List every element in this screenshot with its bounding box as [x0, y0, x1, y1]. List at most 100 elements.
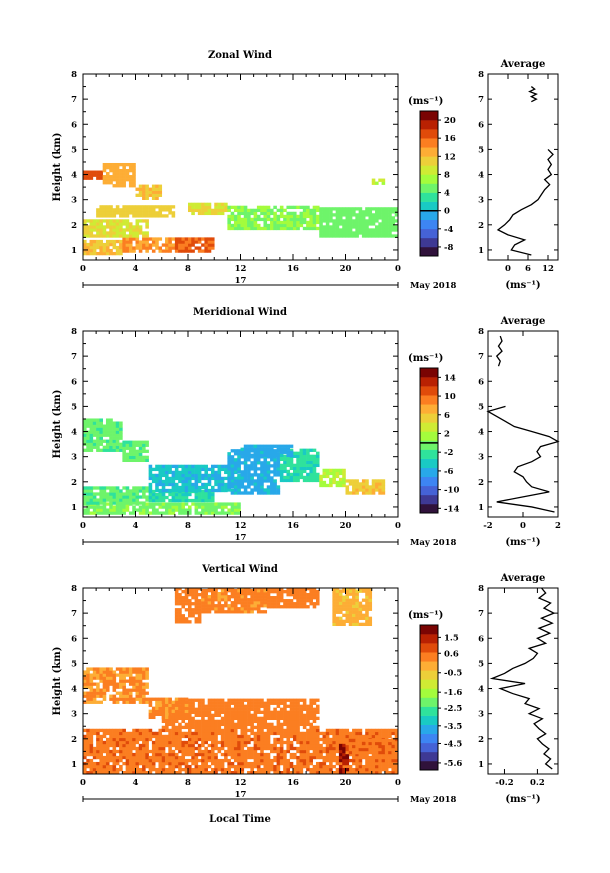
- vertical-wind-heatmap-cell: [86, 679, 90, 683]
- vertical-wind-heatmap-cell: [263, 716, 268, 721]
- vertical-wind-heatmap-cell: [230, 698, 235, 702]
- vertical-wind-heatmap-cell: [270, 701, 274, 705]
- meridional-wind-heatmap-cell: [214, 488, 218, 493]
- meridional-wind-heatmap-cell: [270, 479, 274, 483]
- vertical-wind-heatmap-cell: [309, 722, 313, 727]
- meridional-wind-heatmap-cell: [286, 444, 291, 448]
- vertical-wind-heatmap-cell: [348, 750, 353, 755]
- meridional-wind-heatmap-cell: [102, 498, 107, 502]
- vertical-wind-heatmap-cell: [89, 685, 94, 689]
- vertical-wind-heatmap-cell: [293, 707, 297, 711]
- vertical-wind-heatmap-cell: [174, 620, 179, 624]
- vertical-wind-heatmap-cell: [266, 605, 271, 609]
- vertical-wind-heatmap-cell: [188, 608, 192, 612]
- zonal-wind-heatmap-cell: [371, 219, 376, 223]
- vertical-wind-heatmap-cell: [227, 740, 231, 745]
- vertical-wind-heatmap-cell: [119, 767, 123, 772]
- vertical-wind-heatmap-cell: [142, 694, 146, 698]
- meridional-wind-heatmap-cell: [178, 488, 182, 493]
- zonal-wind-heatmap-cell: [191, 249, 195, 253]
- vertical-wind-heatmap-cell: [296, 722, 300, 727]
- meridional-wind-heatmap-cell: [201, 505, 205, 509]
- vertical-wind-heatmap-cell: [352, 595, 356, 599]
- vertical-wind-heatmap-cell: [266, 737, 271, 742]
- meridional-wind-heatmap-cell: [99, 486, 103, 490]
- meridional-wind-heatmap-cell: [309, 463, 313, 468]
- zonal-wind-heatmap-cell: [263, 211, 268, 216]
- vertical-wind-heatmap-cell: [283, 761, 287, 766]
- vertical-wind-heatmap-cell: [224, 743, 228, 748]
- vertical-wind-heatmap-cell: [191, 698, 195, 702]
- meridional-wind-heatmap-cell: [191, 473, 195, 478]
- vertical-wind-heatmap-cell: [230, 716, 235, 721]
- zonal-wind-average-y-tick-label: 5: [478, 145, 484, 155]
- zonal-wind-heatmap-cell: [142, 240, 146, 244]
- zonal-wind-heatmap-cell: [270, 220, 274, 225]
- meridional-wind-heatmap-cell: [329, 483, 333, 488]
- meridional-wind-heatmap-cell: [128, 511, 133, 515]
- zonal-wind-heatmap-cell: [293, 205, 297, 210]
- vertical-wind-heatmap-cell: [365, 592, 369, 596]
- meridional-wind-heatmap-cell: [115, 430, 120, 434]
- meridional-wind-heatmap-cell: [197, 492, 202, 497]
- meridional-wind-colorbar-tick-label: -14: [444, 504, 459, 514]
- vertical-wind-heatmap-cell: [338, 622, 343, 627]
- vertical-wind-heatmap-cell: [309, 737, 313, 742]
- vertical-wind-heatmap-cell: [361, 770, 366, 774]
- meridional-wind-heatmap-cell: [207, 482, 212, 487]
- vertical-wind-heatmap-cell: [230, 728, 235, 733]
- zonal-wind-heatmap-cell: [378, 178, 382, 182]
- vertical-wind-heatmap-cell: [96, 749, 100, 754]
- vertical-wind-heatmap-cell: [122, 731, 126, 736]
- vertical-wind-heatmap-cell: [391, 764, 396, 769]
- vertical-wind-heatmap-cell: [352, 607, 356, 611]
- zonal-wind-heatmap-cell: [145, 184, 149, 188]
- vertical-wind-heatmap-cell: [355, 622, 359, 627]
- vertical-wind-heatmap-cell: [233, 770, 238, 774]
- meridional-wind-heatmap-cell: [135, 455, 140, 459]
- vertical-wind-heatmap-cell: [358, 750, 363, 755]
- vertical-wind-heatmap-cell: [158, 770, 163, 774]
- meridional-wind-heatmap-cell: [227, 473, 231, 477]
- vertical-wind-heatmap-cell: [365, 740, 369, 745]
- meridional-wind-heatmap-cell: [283, 466, 287, 471]
- vertical-wind-heatmap-cell: [86, 667, 90, 671]
- meridional-wind-heatmap-cell: [276, 453, 281, 457]
- zonal-wind-heatmap-cell: [197, 240, 202, 244]
- vertical-wind-heatmap-cell: [361, 613, 366, 617]
- meridional-wind-heatmap-cell: [119, 492, 123, 496]
- vertical-wind-heatmap-cell: [89, 746, 94, 751]
- meridional-wind-heatmap-cell: [194, 473, 199, 478]
- meridional-wind-heatmap-cell: [230, 467, 235, 471]
- meridional-wind-heatmap-cell: [247, 458, 251, 462]
- vertical-wind-heatmap-cell: [165, 700, 169, 704]
- vertical-wind-heatmap-cell: [142, 746, 146, 751]
- vertical-wind-heatmap-cell: [96, 682, 100, 686]
- meridional-wind-heatmap-cell: [194, 511, 199, 515]
- vertical-wind-heatmap-cell: [365, 595, 369, 599]
- meridional-wind-heatmap-cell: [99, 508, 103, 512]
- vertical-wind-heatmap-cell: [283, 758, 287, 763]
- meridional-wind-heatmap-cell: [256, 479, 261, 483]
- zonal-wind-heatmap-cell: [132, 175, 136, 179]
- vertical-wind-heatmap-cell: [240, 716, 245, 721]
- zonal-wind-heatmap-cell: [128, 181, 133, 185]
- vertical-wind-heatmap-cell: [312, 752, 317, 757]
- meridional-wind-heatmap-cell: [263, 491, 268, 495]
- meridional-wind-heatmap-cell: [105, 439, 110, 443]
- meridional-wind-heatmap-cell: [253, 464, 258, 468]
- meridional-wind-heatmap-cell: [92, 492, 97, 496]
- vertical-wind-heatmap-cell: [207, 598, 212, 602]
- vertical-wind-heatmap-cell: [355, 592, 359, 596]
- vertical-wind-heatmap-cell: [119, 673, 123, 677]
- vertical-wind-heatmap-cell: [174, 599, 179, 603]
- zonal-wind-heatmap-cell: [128, 240, 133, 244]
- vertical-wind-heatmap-cell: [319, 755, 323, 760]
- meridional-wind-heatmap-cell: [263, 464, 268, 468]
- vertical-wind-heatmap-cell: [83, 691, 87, 695]
- vertical-wind-heatmap-cell: [253, 707, 258, 711]
- meridional-wind-heatmap-cell: [194, 488, 199, 493]
- vertical-wind-heatmap-cell: [345, 744, 350, 749]
- vertical-wind-heatmap-cell: [201, 604, 205, 608]
